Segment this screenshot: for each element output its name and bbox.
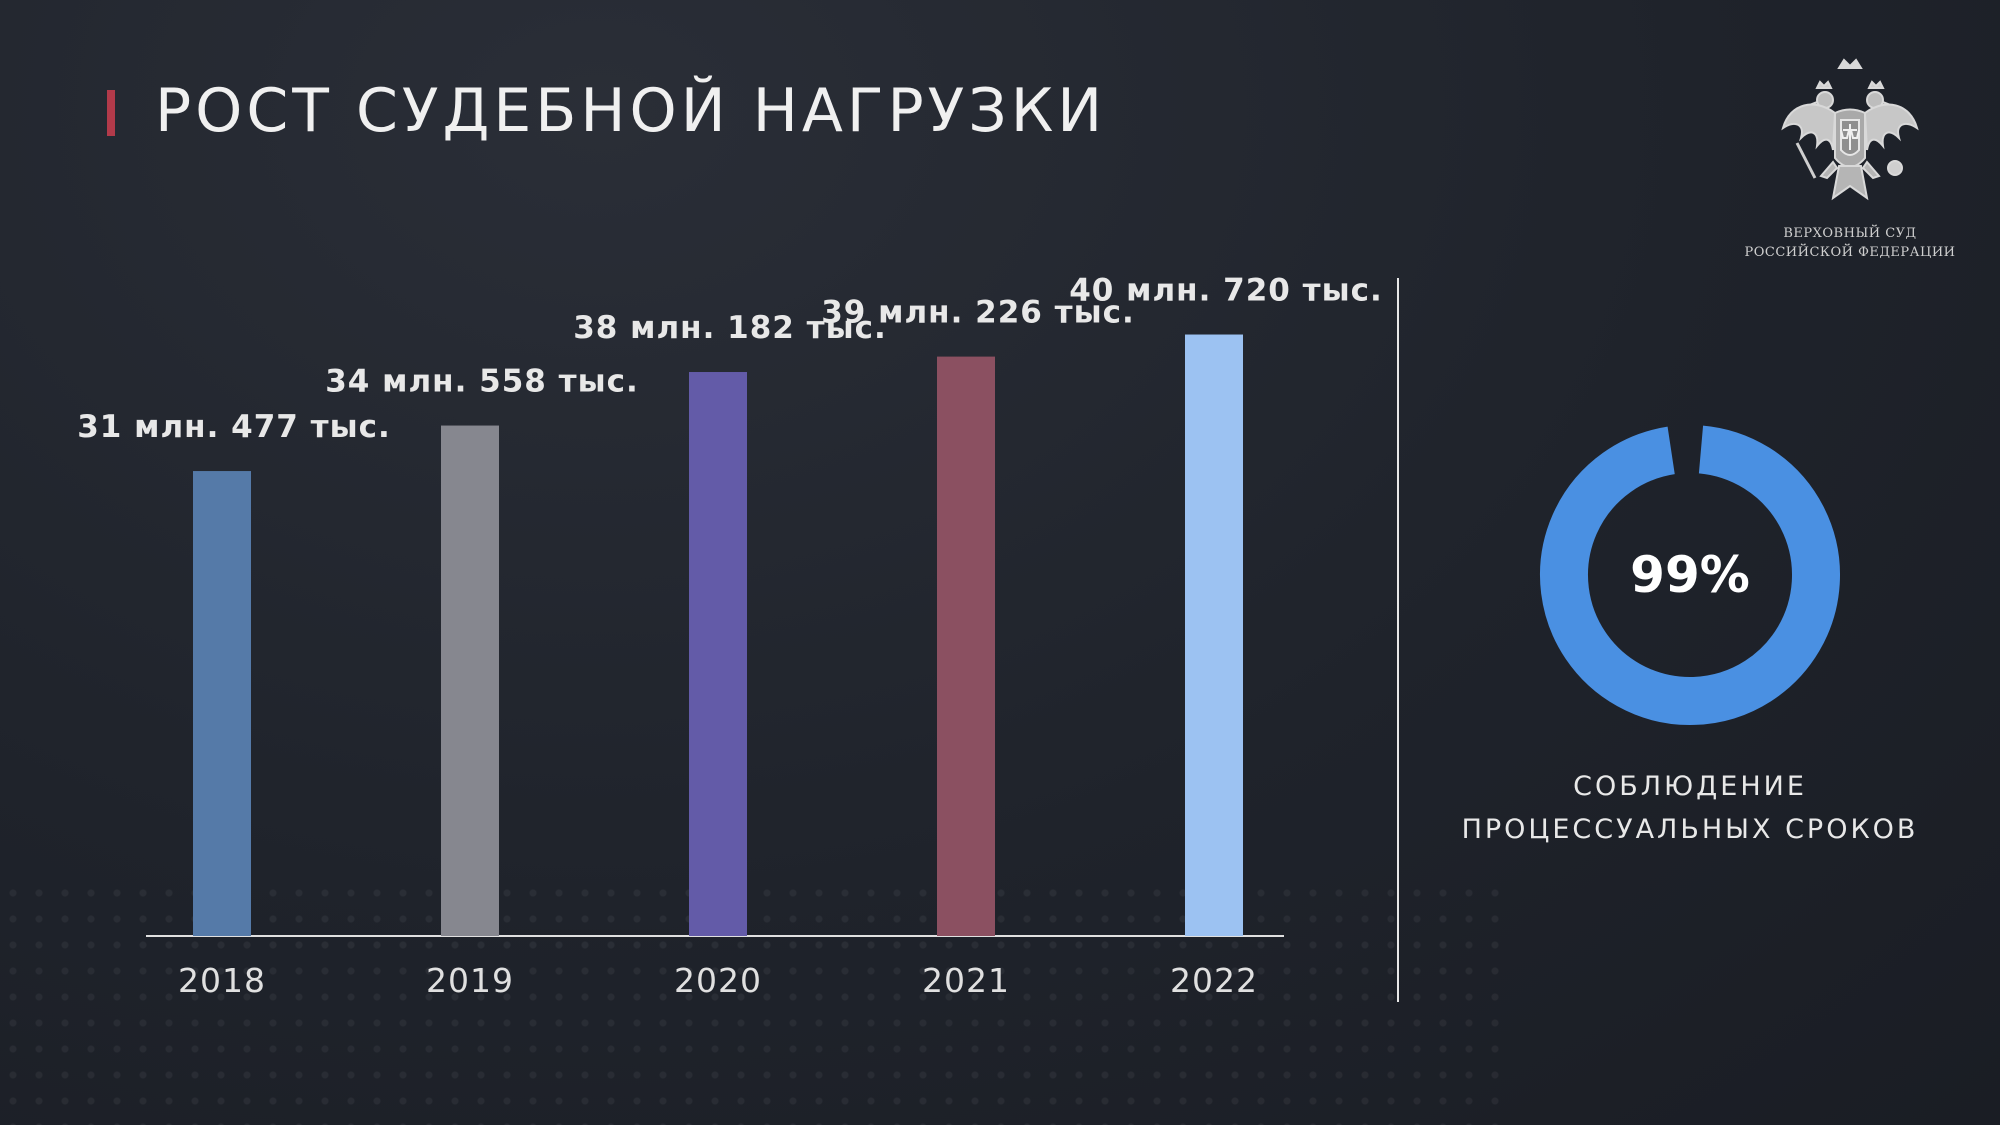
donut-caption-line2: ПРОЦЕССУАЛЬНЫХ СРОКОВ <box>1461 814 1919 845</box>
donut-percent-label: 99% <box>1630 546 1750 604</box>
x-tick-label-2018: 2018 <box>178 961 266 1000</box>
data-label-2021: 39 млн. 226 тыс. <box>821 295 1135 331</box>
bar-2022 <box>1185 334 1243 936</box>
x-tick-label-2021: 2021 <box>922 961 1010 1000</box>
double-headed-eagle-emblem-icon <box>1781 58 1919 201</box>
slide-title: РОСТ СУДЕБНОЙ НАГРУЗКИ <box>155 76 1107 146</box>
bar-2019 <box>441 425 499 936</box>
bar-chart: 31 млн. 477 тыс. 2018 34 млн. 558 тыс. 2019… <box>77 273 1380 1000</box>
bar-2018 <box>193 471 251 936</box>
emblem-caption-line2: РОССИЙСКОЙ ФЕДЕРАЦИИ <box>1744 245 1956 260</box>
emblem-caption: ВЕРХОВНЫЙ СУД РОССИЙСКОЙ ФЕДЕРАЦИИ <box>1730 224 1970 262</box>
x-tick-label-2019: 2019 <box>426 961 514 1000</box>
vertical-divider <box>1397 278 1399 1002</box>
title-accent-bar <box>107 90 115 136</box>
donut-chart <box>1540 425 1840 725</box>
x-tick-label-2020: 2020 <box>674 961 762 1000</box>
donut-caption-line1: СОБЛЮДЕНИЕ <box>1573 771 1807 802</box>
data-label-2018: 31 млн. 477 тыс. <box>77 409 391 445</box>
donut-caption: СОБЛЮДЕНИЕ ПРОЦЕССУАЛЬНЫХ СРОКОВ <box>1390 765 1990 851</box>
bar-2020 <box>689 372 747 936</box>
emblem <box>1760 58 1940 222</box>
data-label-2022: 40 млн. 720 тыс. <box>1069 273 1380 309</box>
bar-2021 <box>937 356 995 936</box>
emblem-caption-line1: ВЕРХОВНЫЙ СУД <box>1783 226 1917 241</box>
x-tick-label-2022: 2022 <box>1170 961 1258 1000</box>
donut-ring-segment <box>1540 425 1840 725</box>
data-label-2020: 38 млн. 182 тыс. <box>573 310 887 346</box>
data-label-2019: 34 млн. 558 тыс. <box>325 364 639 400</box>
compliance-donut: 99% <box>1535 420 1845 730</box>
